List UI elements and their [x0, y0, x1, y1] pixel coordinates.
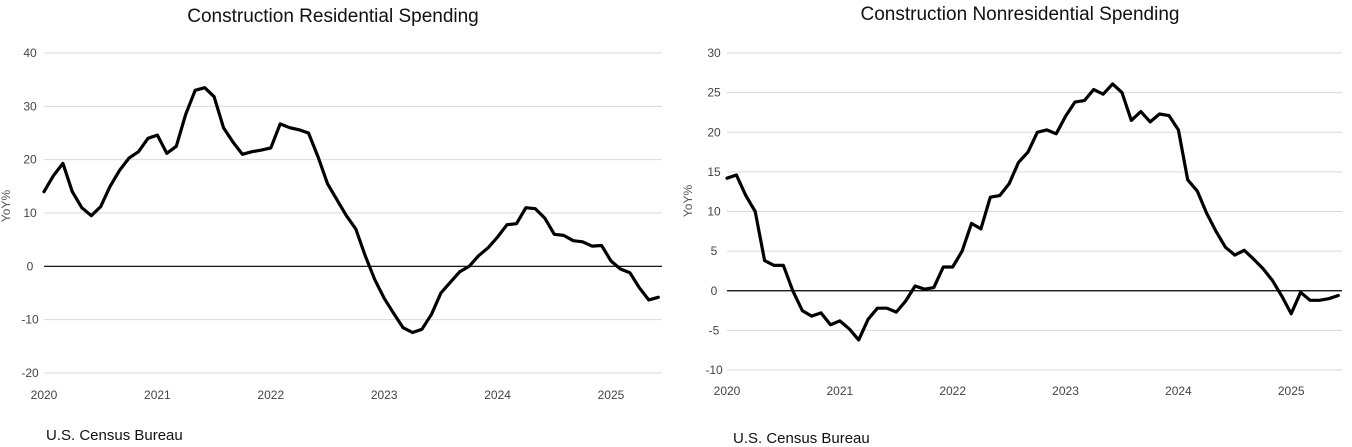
- x-tick-label: 2020: [31, 388, 58, 402]
- gridlines: [727, 52, 1342, 371]
- y-tick-labels: 30 25 20 15 10 5 0 -5 -10: [705, 46, 723, 377]
- source-note: U.S. Census Bureau: [733, 430, 870, 447]
- y-tick-label: 10: [23, 206, 37, 220]
- x-tick-label: 2024: [1165, 384, 1192, 398]
- y-axis-label: YoY%: [0, 190, 13, 223]
- y-tick-label: 5: [711, 244, 718, 258]
- y-tick-label: 25: [707, 86, 721, 100]
- y-tick-label: 40: [23, 46, 37, 60]
- y-tick-label: 30: [707, 46, 721, 60]
- y-tick-label: 20: [23, 153, 37, 167]
- chart-title: Construction Residential Spending: [187, 6, 479, 27]
- y-tick-label: 0: [711, 284, 718, 298]
- y-tick-label: -20: [21, 366, 39, 380]
- x-tick-label: 2022: [257, 388, 284, 402]
- x-tick-labels: 2020 2021 2022 2023 2024 2025: [714, 384, 1305, 398]
- y-tick-label: 30: [23, 99, 37, 113]
- y-tick-label: 0: [27, 259, 34, 273]
- y-tick-label: 15: [707, 165, 721, 179]
- x-tick-label: 2024: [484, 388, 511, 402]
- x-tick-label: 2023: [371, 388, 398, 402]
- residential-chart: Construction Residential Spending YoY% 4…: [0, 6, 662, 444]
- x-tick-label: 2022: [939, 384, 966, 398]
- x-tick-label: 2023: [1052, 384, 1079, 398]
- x-tick-label: 2021: [826, 384, 853, 398]
- gridlines: [44, 52, 662, 374]
- residential-series-line: [42, 86, 660, 335]
- x-tick-label: 2025: [1278, 384, 1305, 398]
- x-tick-labels: 2020 2021 2022 2023 2024 2025: [31, 388, 625, 402]
- y-tick-label: -5: [709, 323, 720, 337]
- y-tick-label: -10: [705, 363, 723, 377]
- nonresidential-chart: Construction Nonresidential Spending YoY…: [681, 4, 1342, 447]
- y-tick-labels: 40 30 20 10 0 -10 -20: [21, 46, 39, 380]
- y-tick-label: -10: [21, 313, 39, 327]
- y-axis-label: YoY%: [681, 185, 695, 218]
- nonresidential-series-line: [725, 82, 1340, 342]
- x-tick-label: 2025: [598, 388, 625, 402]
- chart-title: Construction Nonresidential Spending: [861, 4, 1180, 25]
- y-tick-label: 20: [707, 125, 721, 139]
- y-tick-label: 10: [707, 205, 721, 219]
- x-tick-label: 2020: [714, 384, 741, 398]
- x-tick-label: 2021: [144, 388, 171, 402]
- source-note: U.S. Census Bureau: [46, 427, 183, 444]
